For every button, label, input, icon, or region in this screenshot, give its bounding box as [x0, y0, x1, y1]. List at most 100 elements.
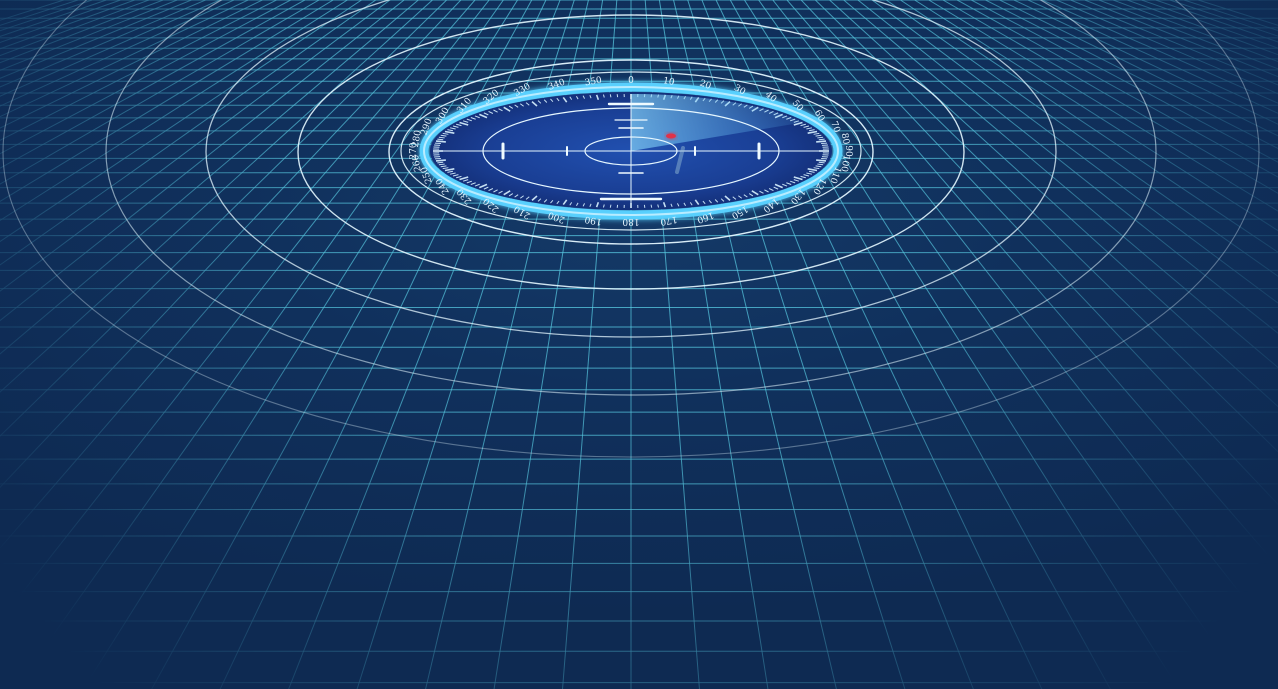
grid-line-vertical [815, 0, 1278, 453]
grid-line-vertical [928, 0, 1278, 212]
crosshair-icon [433, 94, 829, 208]
dial-tick [462, 120, 469, 123]
grid-line-vertical [0, 0, 93, 32]
dial-tick [450, 172, 456, 175]
dial-tick [582, 203, 585, 207]
dial-tick [720, 198, 725, 202]
grid-line-vertical [900, 0, 1278, 253]
dial-tick [743, 194, 748, 198]
range-ring [2, 0, 1260, 458]
dial-tick [609, 204, 612, 208]
dial-tick [444, 167, 455, 172]
compass-outer-ring [400, 71, 862, 231]
grid-line-vertical [942, 0, 1278, 194]
grid-line-vertical [0, 0, 462, 489]
dial-tick [759, 190, 764, 194]
dial-tick [498, 108, 503, 112]
dial-tick [808, 129, 815, 132]
dial-tick [508, 193, 514, 197]
grid-line-vertical [857, 0, 1278, 334]
dial-tick [751, 190, 759, 196]
compass-label: 280 [411, 129, 424, 148]
dial-tick [447, 170, 454, 173]
compass-label: 0 [628, 76, 634, 86]
dial-tick [677, 203, 680, 207]
compass-label: 70 [828, 120, 841, 134]
dial-tick [474, 183, 480, 187]
compass-label: 190 [584, 213, 603, 226]
dial-tick [440, 134, 447, 137]
dial-tick [816, 140, 827, 143]
dial-tick [483, 112, 489, 116]
sweep-trail [675, 146, 685, 174]
target-blip-icon [666, 133, 676, 139]
grid-line-vertical [0, 0, 320, 185]
dial-tick [790, 180, 796, 184]
compass-label: 80 [839, 132, 851, 145]
dial-tick [650, 204, 653, 208]
range-rings [2, 0, 1260, 458]
dial-tick [462, 179, 469, 182]
grid-line-vertical [0, 0, 220, 97]
dial-tick [531, 101, 538, 107]
dial-tick [459, 176, 469, 181]
grid-line-vertical [985, 0, 1278, 150]
grid-line-vertical [999, 0, 1278, 137]
dial-tick [800, 123, 806, 127]
dial-tick [582, 95, 585, 99]
grid-line-vertical [0, 0, 490, 622]
dial-tick [474, 115, 480, 119]
compass-label: 100 [838, 154, 851, 173]
dial-tick [689, 202, 693, 206]
dial-tick [498, 190, 503, 194]
dial-tick [452, 174, 459, 177]
dial-tick [595, 94, 600, 101]
dial-tick [537, 100, 542, 104]
dial-tick [708, 199, 712, 204]
dial-tick [683, 202, 687, 207]
grid-line-vertical [0, 0, 476, 549]
dial-tick [447, 129, 454, 132]
dial-tick [525, 196, 530, 200]
grid-line-vertical [0, 0, 433, 393]
dial-tick [724, 195, 731, 201]
dial-tick [589, 95, 592, 99]
dial-tick [815, 134, 822, 137]
dial-tick [595, 201, 600, 208]
dial-tick [806, 127, 812, 130]
grid-line-vertical [772, 0, 1278, 643]
dial-tick [732, 196, 737, 200]
dial-tick [609, 94, 612, 98]
grid-line-vertical [800, 0, 1278, 506]
grid-line-vertical [0, 0, 291, 155]
grid-line-vertical [1027, 0, 1278, 114]
dial-tick [714, 199, 719, 203]
dial-tick [556, 97, 560, 102]
grid-line-vertical [0, 0, 64, 21]
grid-line-vertical [0, 0, 277, 141]
dial-tick [807, 167, 818, 172]
grid-line-vertical [843, 0, 1278, 369]
grid-line-vertical [0, 0, 249, 118]
compass-label: 180 [622, 216, 639, 226]
grid-line-vertical [871, 0, 1278, 304]
dial-tick [556, 200, 560, 205]
range-ring [205, 0, 1057, 338]
grid-line-vertical [956, 0, 1278, 178]
compass-label: 270 [409, 142, 419, 159]
grid-line-vertical [0, 0, 362, 243]
dial-tick [438, 136, 445, 139]
range-ring [105, 0, 1157, 396]
dial-tick [589, 203, 592, 207]
grid-line-vertical [0, 0, 405, 322]
dial-tick [764, 189, 769, 193]
grid-line-vertical [829, 0, 1278, 408]
dial-tick [456, 123, 462, 127]
radar-dial: 0 10 20 30 405060708090100110120130140150160… [400, 71, 862, 231]
dial-tick [437, 161, 444, 164]
dial-tick [531, 195, 538, 201]
grid-line-vertical [0, 0, 377, 266]
dial-tick [550, 199, 554, 204]
